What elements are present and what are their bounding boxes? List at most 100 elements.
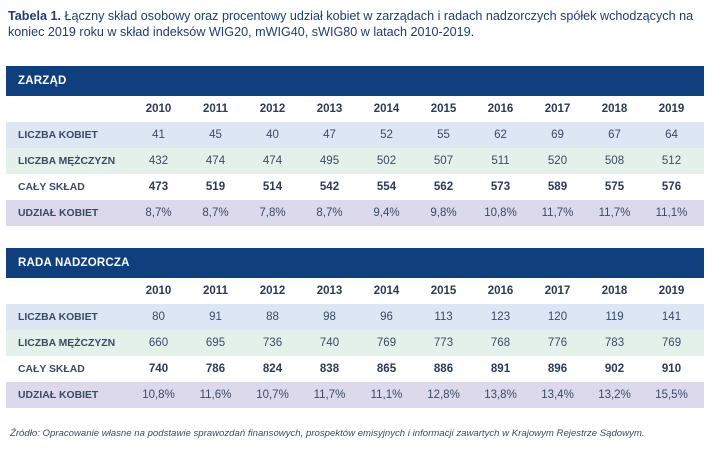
row-udzial-kobiet: UDZIAŁ KOBIET 10,8% 11,6% 10,7% 11,7% 11,1% 1…	[6, 382, 704, 408]
row-liczba-mezczyzn: LICZBA MĘŻCZYZN 660 695 736 740 769 773 768 776…	[6, 330, 704, 356]
table-cell: 12,8%	[427, 389, 460, 401]
table-cell: 11,6%	[199, 389, 232, 401]
row-liczba-kobiet: LICZBA KOBIET 41 45 40 47 52 55 62 69 67 64	[6, 122, 704, 148]
table-cell: 69	[551, 129, 564, 141]
table-zarzad: ZARZĄD 2010 2011 2012 2013 2014 2015 2016 2017 2…	[6, 66, 704, 226]
table-cell: 502	[376, 155, 397, 167]
table-cell: 13,2%	[598, 389, 631, 401]
year-header: 2015	[430, 103, 457, 115]
table-cell: 10,8%	[142, 389, 175, 401]
table-cell: 769	[661, 337, 682, 349]
table-cell: 91	[209, 311, 222, 323]
table-cell: 886	[433, 363, 454, 375]
table-caption: Tabela 1. Łączny skład osobowy oraz proc…	[8, 8, 708, 40]
table-cell: 507	[433, 155, 454, 167]
table-cell: 96	[380, 311, 393, 323]
table-cell: 8,7%	[145, 207, 172, 219]
row-udzial-kobiet: UDZIAŁ KOBIET 8,7% 8,7% 7,8% 8,7% 9,4% 9,8% 10…	[6, 200, 704, 226]
row-label: CAŁY SKŁAD	[18, 181, 85, 193]
table-header-rada: RADA NADZORCZA	[6, 248, 704, 278]
table-cell: 474	[205, 155, 226, 167]
table-cell: 783	[604, 337, 625, 349]
year-header: 2016	[487, 103, 514, 115]
caption-text: Łączny skład osobowy oraz procentowy udz…	[8, 9, 694, 39]
row-label: UDZIAŁ KOBIET	[18, 389, 99, 401]
table-cell: 902	[604, 363, 625, 375]
table-cell: 575	[604, 181, 625, 193]
table-cell: 824	[262, 363, 283, 375]
year-header: 2018	[601, 103, 628, 115]
year-header: 2011	[203, 285, 228, 297]
row-liczba-kobiet: LICZBA KOBIET 80 91 88 98 96 113 123 120 119 141	[6, 304, 704, 330]
table-cell: 576	[661, 181, 682, 193]
table-cell: 10,8%	[484, 207, 517, 219]
table-cell: 736	[262, 337, 283, 349]
table-cell: 520	[547, 155, 568, 167]
year-header: 2014	[373, 103, 400, 115]
table-cell: 52	[380, 129, 393, 141]
table-cell: 695	[205, 337, 226, 349]
table-cell: 589	[547, 181, 568, 193]
table-cell: 562	[433, 181, 454, 193]
table-cell: 15,5%	[655, 389, 688, 401]
table-cell: 141	[661, 311, 682, 323]
table-cell: 13,4%	[541, 389, 574, 401]
table-cell: 776	[547, 337, 568, 349]
table-cell: 67	[608, 129, 621, 141]
table-cell: 8,7%	[316, 207, 343, 219]
table-cell: 740	[319, 337, 340, 349]
year-header: 2016	[487, 285, 514, 297]
table-cell: 573	[490, 181, 511, 193]
row-liczba-mezczyzn: LICZBA MĘŻCZYZN 432 474 474 495 502 507 511 520…	[6, 148, 704, 174]
table-cell: 47	[323, 129, 336, 141]
source-note: Źródło: Opracowanie własne na podstawie …	[10, 428, 645, 439]
table-cell: 891	[490, 363, 511, 375]
year-header: 2013	[316, 285, 343, 297]
table-cell: 786	[205, 363, 226, 375]
table-cell: 88	[266, 311, 279, 323]
table-cell: 55	[437, 129, 450, 141]
year-header: 2015	[430, 285, 457, 297]
row-label: LICZBA KOBIET	[18, 311, 98, 323]
table-cell: 113	[434, 311, 453, 323]
table-cell: 554	[376, 181, 397, 193]
table-cell: 514	[262, 181, 283, 193]
table-cell: 119	[605, 311, 624, 323]
years-row: 2010 2011 2012 2013 2014 2015 2016 2017 2018 2019	[6, 96, 704, 122]
table-cell: 865	[376, 363, 397, 375]
table-cell: 660	[148, 337, 169, 349]
table-cell: 8,7%	[202, 207, 229, 219]
table-cell: 41	[152, 129, 165, 141]
year-header: 2011	[203, 103, 228, 115]
table-header-zarzad: ZARZĄD	[6, 66, 704, 96]
table-cell: 519	[205, 181, 226, 193]
table-cell: 896	[547, 363, 568, 375]
table-cell: 40	[266, 129, 279, 141]
table-cell: 512	[661, 155, 682, 167]
caption-prefix: Tabela 1.	[8, 9, 61, 23]
row-label: LICZBA KOBIET	[18, 129, 98, 141]
table-cell: 120	[547, 311, 568, 323]
table-cell: 9,4%	[373, 207, 400, 219]
table-cell: 11,7%	[541, 207, 574, 219]
table-cell: 11,1%	[370, 389, 403, 401]
table-cell: 838	[319, 363, 340, 375]
row-label: LICZBA MĘŻCZYZN	[18, 155, 116, 167]
year-header: 2010	[145, 285, 172, 297]
year-header: 2017	[544, 285, 571, 297]
table-cell: 13,8%	[484, 389, 517, 401]
table-cell: 511	[491, 155, 510, 167]
table-cell: 45	[209, 129, 222, 141]
table-cell: 769	[376, 337, 397, 349]
table-cell: 11,1%	[655, 207, 688, 219]
table-cell: 80	[152, 311, 165, 323]
table-cell: 7,8%	[259, 207, 286, 219]
table-cell: 542	[319, 181, 340, 193]
table-cell: 474	[262, 155, 283, 167]
year-header: 2019	[658, 285, 685, 297]
table-cell: 11,7%	[313, 389, 346, 401]
table-cell: 62	[494, 129, 507, 141]
table-cell: 740	[148, 363, 169, 375]
table-cell: 473	[148, 181, 169, 193]
table-cell: 432	[148, 155, 169, 167]
